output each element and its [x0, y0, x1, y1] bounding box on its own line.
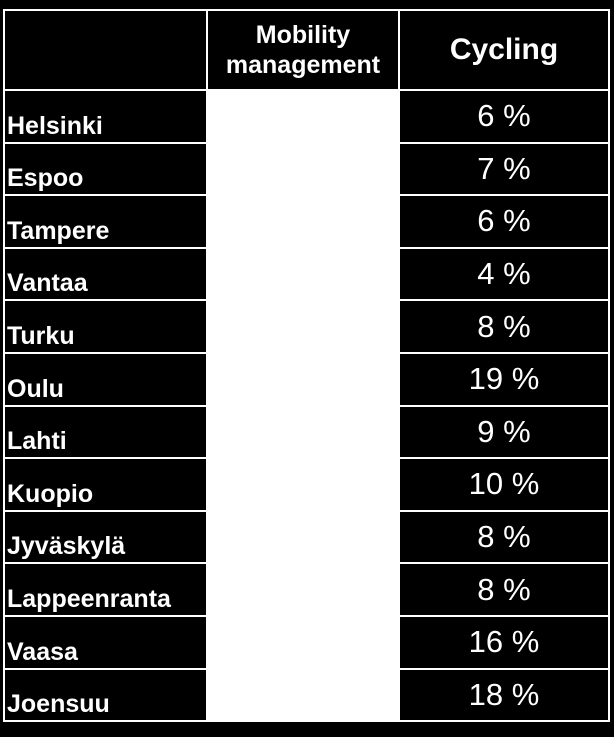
header-cycling: Cycling: [398, 9, 610, 91]
city-cell: Turku: [3, 299, 208, 354]
cycling-cell: 6 %: [398, 194, 610, 249]
cycling-cell: 6 %: [398, 89, 610, 144]
table-row: Vaasa 16 %: [3, 614, 610, 670]
table-row: Lappeenranta 8 %: [3, 562, 610, 617]
mobility-management-cell: [206, 614, 400, 670]
cycling-cell: 18 %: [398, 667, 610, 723]
table-body: Helsinki 6 % Espoo 7 % Tampere 6 % Vantaa 4 % Tu…: [3, 89, 610, 723]
table-row: Lahti 9 %: [3, 404, 610, 460]
city-cell: Oulu: [3, 351, 208, 407]
city-cell: Jyväskylä: [3, 509, 208, 565]
cycling-cell: 8 %: [398, 509, 610, 565]
city-cell: Lahti: [3, 404, 208, 460]
mobility-management-cell: [206, 299, 400, 354]
city-cell: Joensuu: [3, 667, 208, 723]
cycling-cell: 10 %: [398, 457, 610, 512]
cycling-cell: 16 %: [398, 614, 610, 670]
header-row: Mobility management Cycling: [3, 9, 610, 91]
city-cell: Lappeenranta: [3, 562, 208, 617]
cycling-cell: 9 %: [398, 404, 610, 460]
cycling-cell: 8 %: [398, 299, 610, 354]
city-cell: Helsinki: [3, 89, 208, 144]
cycling-cell: 7 %: [398, 141, 610, 197]
table-row: Helsinki 6 %: [3, 89, 610, 144]
table-row: Espoo 7 %: [3, 141, 610, 197]
city-cell: Vaasa: [3, 614, 208, 670]
cycling-cell: 8 %: [398, 562, 610, 617]
cycling-cell: 4 %: [398, 246, 610, 302]
mobility-management-cell: [206, 194, 400, 249]
table-row: Vantaa 4 %: [3, 246, 610, 302]
table-row: Oulu 19 %: [3, 351, 610, 407]
table-row: Joensuu 18 %: [3, 667, 610, 723]
city-cell: Vantaa: [3, 246, 208, 302]
table-row: Turku 8 %: [3, 299, 610, 354]
table-row: Tampere 6 %: [3, 194, 610, 249]
mobility-management-cell: [206, 246, 400, 302]
mobility-management-cell: [206, 404, 400, 460]
mobility-management-cell: [206, 667, 400, 723]
mobility-management-cell: [206, 89, 400, 144]
mobility-management-cell: [206, 457, 400, 512]
city-cell: Espoo: [3, 141, 208, 197]
table-row: Jyväskylä 8 %: [3, 509, 610, 565]
mobility-management-cell: [206, 509, 400, 565]
mobility-management-cell: [206, 351, 400, 407]
city-cell: Tampere: [3, 194, 208, 249]
mobility-management-cell: [206, 562, 400, 617]
table-row: Kuopio 10 %: [3, 457, 610, 512]
city-cell: Kuopio: [3, 457, 208, 512]
mobility-management-cell: [206, 141, 400, 197]
header-mobility-management: Mobility management: [206, 9, 400, 91]
cycling-share-table: Mobility management Cycling Helsinki 6 % E…: [3, 9, 610, 723]
cycling-cell: 19 %: [398, 351, 610, 407]
header-city: [3, 9, 208, 91]
